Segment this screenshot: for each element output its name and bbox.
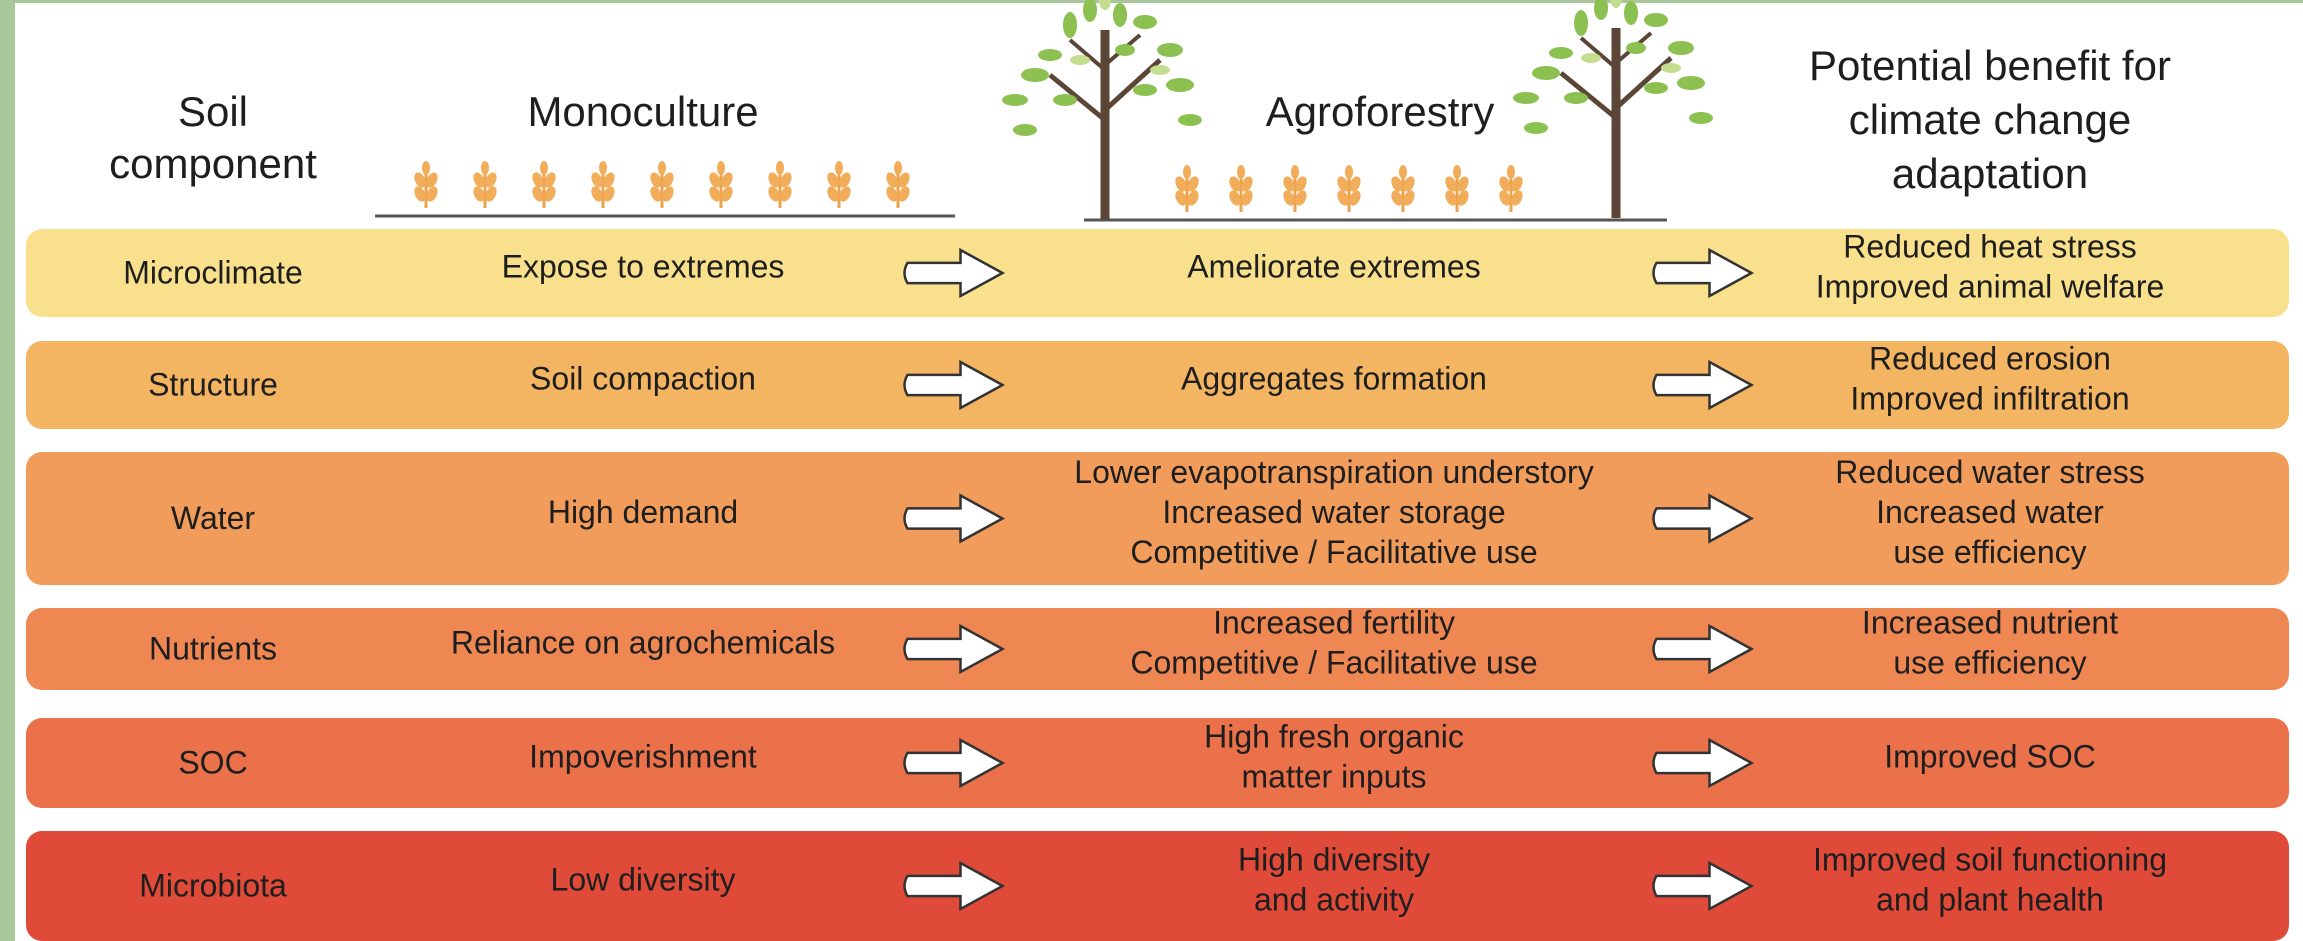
arrow <box>903 247 1006 299</box>
row-label: Structure <box>148 366 278 402</box>
benefit-text: Improved SOC <box>1884 738 2096 774</box>
row-band <box>26 608 2289 690</box>
monoculture-text: Impoverishment <box>529 738 757 774</box>
benefit-text: Reduced heat stress <box>1843 228 2137 264</box>
benefit-text: Improved animal welfare <box>1816 268 2165 304</box>
arrow <box>903 737 1006 789</box>
agroforestry-text: Competitive / Facilitative use <box>1130 644 1537 680</box>
monoculture-text: High demand <box>548 494 738 530</box>
row-label: Microclimate <box>123 254 303 290</box>
arrow <box>903 493 1006 544</box>
monoculture-text: Reliance on agrochemicals <box>451 624 835 660</box>
header-label: Monoculture <box>527 88 758 135</box>
row-label: SOC <box>178 744 247 780</box>
arrow <box>903 860 1006 912</box>
row-band <box>26 831 2289 941</box>
agroforestry-text: High diversity <box>1238 841 1430 877</box>
row-label: Nutrients <box>149 630 277 666</box>
arrow <box>1652 623 1755 675</box>
agroforestry-text: and activity <box>1254 881 1414 917</box>
arrow <box>903 359 1006 411</box>
agroforestry-text: matter inputs <box>1242 758 1427 794</box>
arrow <box>903 623 1006 675</box>
header-label: Potential benefit for <box>1809 42 2171 89</box>
monoculture-text: Low diversity <box>551 861 736 897</box>
row-band <box>26 718 2289 808</box>
arrow <box>1652 860 1755 912</box>
benefit-text: Increased nutrient <box>1862 604 2118 640</box>
arrow <box>1652 247 1755 299</box>
agroforestry-text: Aggregates formation <box>1181 360 1487 396</box>
agroforestry-text: Increased fertility <box>1213 604 1455 640</box>
benefit-text: and plant health <box>1876 881 2104 917</box>
benefit-text: Increased water <box>1876 494 2104 530</box>
agroforestry-text: Increased water storage <box>1162 494 1505 530</box>
row-label: Water <box>171 500 256 536</box>
header-label: Agroforestry <box>1266 88 1495 135</box>
header-label: climate change <box>1849 96 2132 143</box>
benefit-text: Reduced erosion <box>1869 340 2111 376</box>
agroforestry-text: Lower evapotranspiration understory <box>1074 454 1593 490</box>
header-label: Soil <box>178 88 248 135</box>
benefit-text: Improved soil functioning <box>1813 841 2167 877</box>
arrow <box>1652 493 1755 544</box>
monoculture-text: Soil compaction <box>530 360 756 396</box>
monoculture-text: Expose to extremes <box>502 248 785 284</box>
arrow <box>1652 359 1755 411</box>
agroforestry-text: Ameliorate extremes <box>1187 248 1480 284</box>
agroforestry-text: Competitive / Facilitative use <box>1130 534 1537 570</box>
header-label: component <box>109 140 317 187</box>
header-label: adaptation <box>1892 150 2088 197</box>
row-band <box>26 341 2289 429</box>
benefit-text: use efficiency <box>1893 644 2086 680</box>
benefit-text: Improved infiltration <box>1850 380 2129 416</box>
benefit-text: Reduced water stress <box>1835 454 2144 490</box>
row-band <box>26 229 2289 317</box>
row-label: Microbiota <box>139 867 287 903</box>
benefit-text: use efficiency <box>1893 534 2086 570</box>
arrow <box>1652 737 1755 789</box>
agroforestry-text: High fresh organic <box>1204 718 1464 754</box>
row-band <box>26 452 2289 585</box>
